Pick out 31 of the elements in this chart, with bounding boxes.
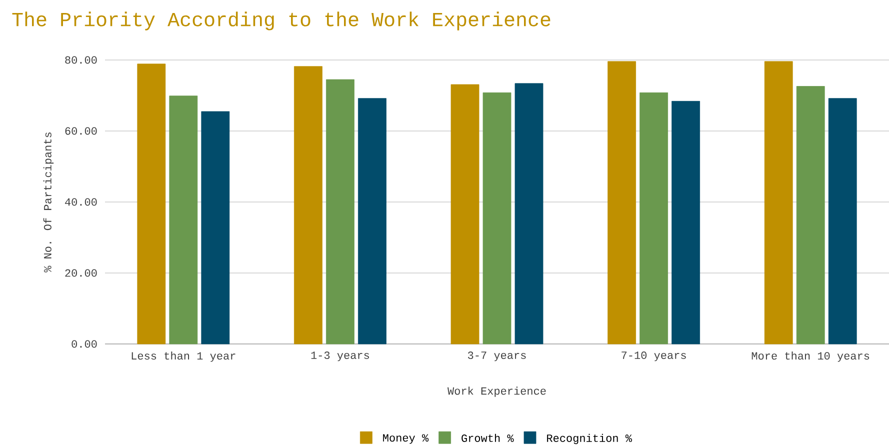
y-axis-title: % No. Of Participants: [43, 132, 54, 272]
legend-label: Growth %: [462, 434, 514, 442]
chart-title: The Priority According to the Work Experience: [12, 12, 550, 30]
x-tick-label: Less than 1 year: [132, 352, 236, 362]
x-tick-label: 3-7 years: [468, 352, 526, 362]
x-tick-label: 1-3 years: [311, 352, 369, 362]
bar: [450, 84, 480, 344]
bar: [796, 86, 825, 344]
x-tick-label: 7-10 years: [622, 352, 686, 362]
bar: [640, 92, 668, 344]
y-tick-label: 0.00: [72, 340, 97, 348]
bar: [482, 92, 512, 344]
x-axis-title: Work Experience: [447, 386, 546, 397]
bar: [514, 83, 544, 344]
legend-label: Money %: [383, 434, 429, 444]
legend-label: Recognition %: [547, 434, 632, 444]
bar: [828, 98, 857, 344]
bar: [608, 61, 636, 344]
bar: [326, 79, 354, 344]
bar: [358, 98, 386, 344]
y-tick-label: 60.00: [65, 127, 97, 135]
y-tick-label: 80.00: [65, 56, 97, 64]
y-tick-label: 40.00: [65, 198, 97, 206]
y-tick-label: 20.00: [65, 269, 97, 277]
x-tick-label: More than 10 years: [752, 352, 870, 362]
bar: [137, 64, 166, 344]
bar: [294, 66, 322, 344]
bar: [201, 111, 230, 344]
bar: [169, 96, 198, 344]
bar: [764, 61, 793, 344]
bar: [672, 100, 700, 344]
